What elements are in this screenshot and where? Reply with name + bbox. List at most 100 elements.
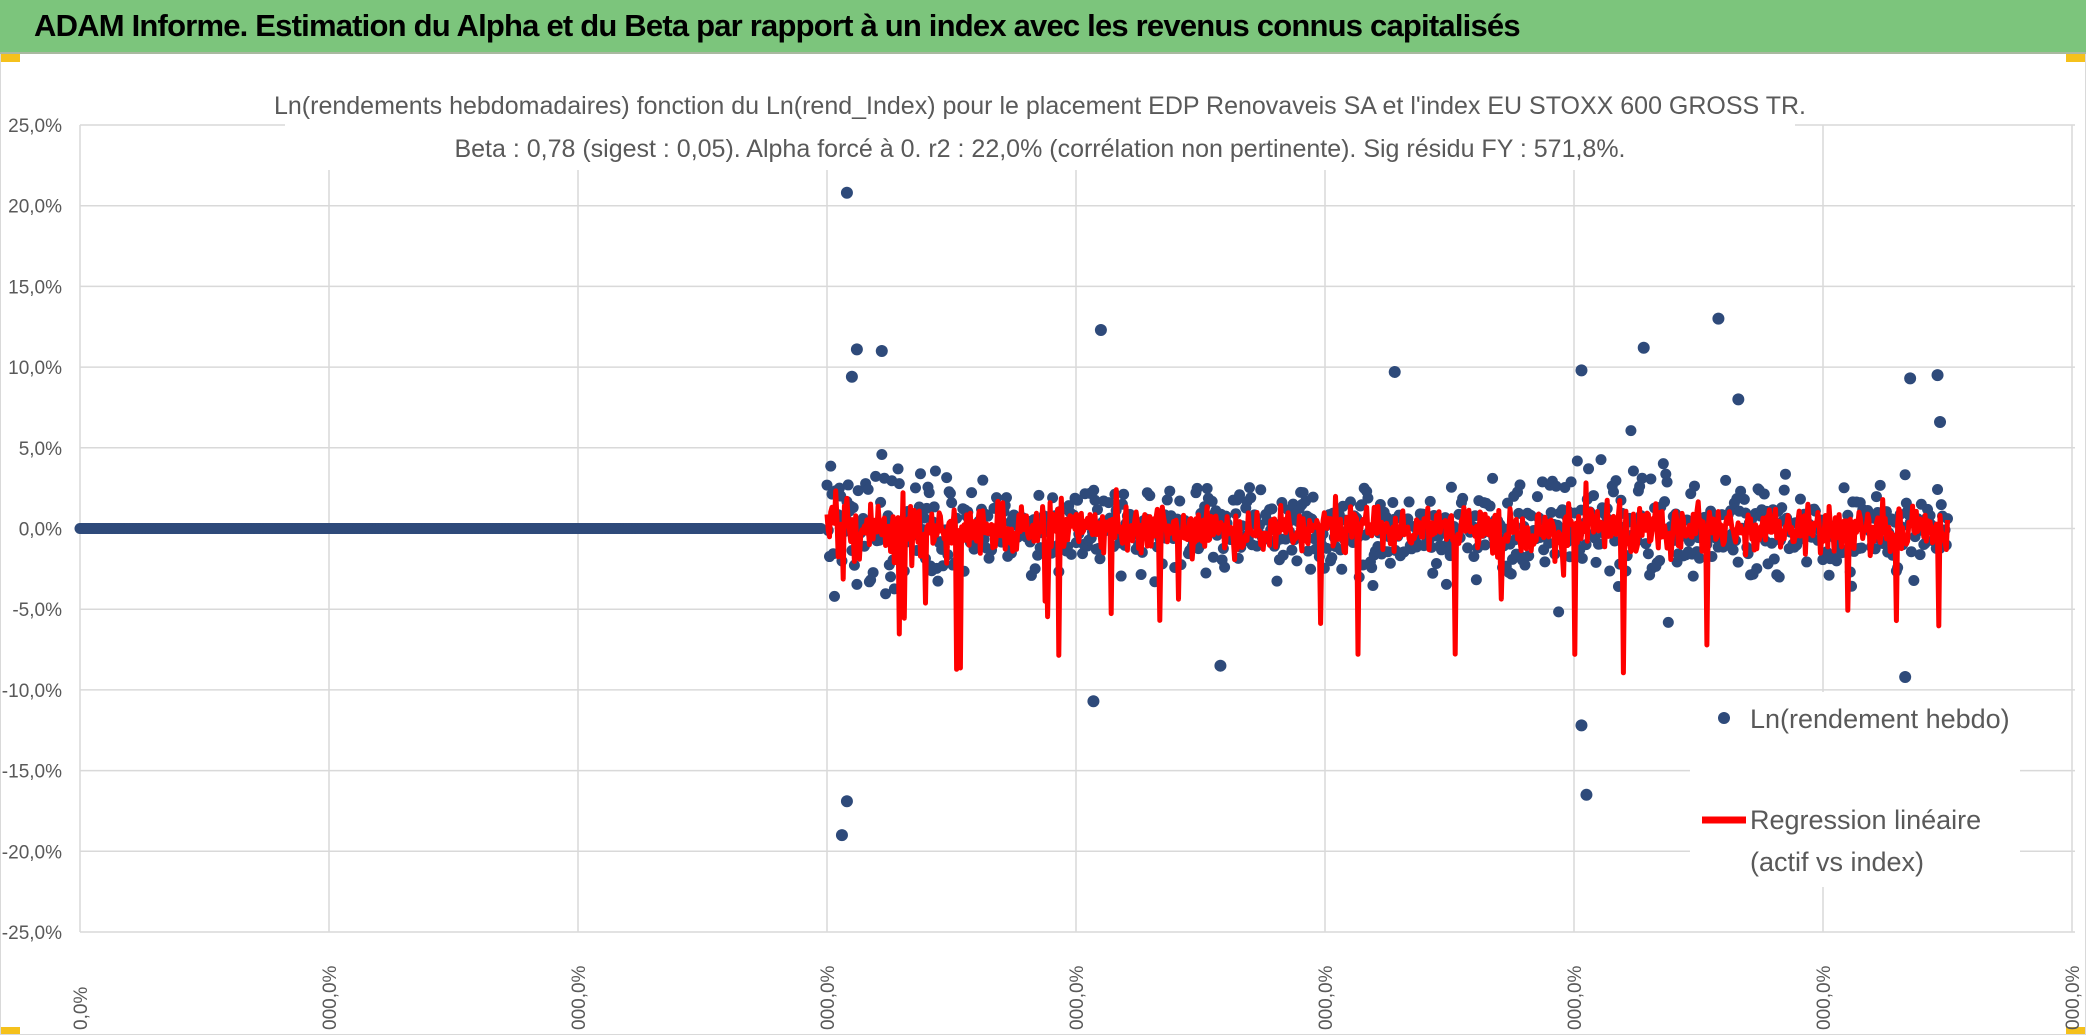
x-tick-label: 000,0% [569,965,590,1030]
scatter-point [1479,539,1491,551]
scatter-point [1931,369,1944,382]
scatter-point [1214,659,1227,672]
scatter-point [1934,415,1947,428]
scatter-point [1575,364,1588,377]
scatter-point [1531,491,1543,503]
scatter-point [870,470,882,482]
scatter-point [892,463,904,475]
scatter-point [1712,312,1725,325]
scatter-point [1636,472,1648,484]
legend-regression-label-line2: (actif vs index) [1750,847,1924,877]
scatter-point [1174,495,1186,507]
scatter-point [1487,472,1499,484]
scatter-point [946,497,958,509]
scatter-point [1553,606,1565,618]
scatter-point [1094,323,1107,336]
scatter-point [909,482,921,494]
scatter-point [1103,497,1115,509]
scatter-point [1874,479,1886,491]
scatter-point [1462,542,1474,554]
scatter-point [1336,563,1348,575]
scatter-point [862,483,874,495]
scatter-point [1087,695,1100,708]
scatter-point [1758,488,1770,500]
regression-series [824,480,1950,676]
scatter-point [873,534,885,546]
scatter-point [1607,486,1619,498]
y-tick-label: -10,0% [2,681,62,702]
x-tick-label: 000,0% [320,965,341,1030]
scatter-point [1362,492,1374,504]
scatter-point [1207,551,1219,563]
scatter-point [1778,484,1790,496]
scatter-point [1545,507,1557,519]
y-tick-label: 0,0% [19,520,62,541]
chart-title-line2: Beta : 0,78 (sigest : 0,05). Alpha forcé… [454,135,1625,163]
scatter-point [1905,546,1917,558]
scatter-point [1732,556,1744,568]
scatter-point [966,487,978,499]
scatter-point [1768,553,1780,565]
scatter-point [875,344,888,357]
scatter-point [1604,565,1616,577]
scatter-point [1291,555,1303,567]
scatter-point [1088,484,1100,496]
legend-backdrop [1690,692,2020,887]
scatter-series [74,186,1953,842]
scatter-point [1367,580,1379,592]
scatter-point [1000,492,1012,504]
x-axis-labels: 0,0% 000,0% 000,0% 000,0% 000,0% 000,0% 000,0%… [71,965,2084,1030]
scatter-point [893,478,905,490]
scatter-point [1144,490,1156,502]
scatter-point [1801,556,1813,568]
y-axis-labels: 25,0% 20,0% 15,0% 10,0% 5,0% 0,0% -5,0% -10,0% -… [2,116,62,944]
scatter-point [1161,494,1173,506]
scatter-point [1595,454,1607,466]
scatter-point [1072,494,1084,506]
scatter-point [944,487,956,499]
scatter-point [1245,492,1257,504]
scatter-point [1935,499,1947,511]
scatter-point [914,468,926,480]
y-tick-label: 10,0% [8,358,62,379]
scatter-point [1135,569,1147,581]
scatter-point [1519,559,1531,571]
scatter-point [1659,496,1671,508]
scatter-point [1732,393,1745,406]
chart-title-line1: Ln(rendements hebdomadaires) fonction du… [274,92,1806,120]
scatter-point [851,578,863,590]
scatter-point [1388,365,1401,378]
scatter-point [1513,507,1525,519]
scatter-point [1234,489,1246,501]
scatter-point [1326,552,1338,564]
scatter-point [1403,496,1415,508]
scatter-point [1543,537,1555,549]
scatter-point [1244,482,1256,494]
scatter-point [1779,468,1791,480]
scatter-point [1094,553,1106,565]
scatter-point [1637,341,1650,354]
x-tick-label: 000,0% [818,965,839,1030]
scatter-point [977,474,989,486]
scatter-point [1823,569,1835,581]
scatter-point [1645,473,1657,485]
scatter-point [1065,548,1077,560]
scatter-point [1720,474,1732,486]
scatter-point [852,485,864,497]
scatter-point [1366,562,1378,574]
scatter-point [1445,481,1457,493]
scatter-point [1776,502,1788,514]
scatter-point [847,502,859,514]
scatter-point [1838,482,1850,494]
scatter-point [1575,719,1588,732]
scatter-point [1576,552,1588,564]
y-tick-label: -25,0% [2,923,62,944]
scatter-point [928,501,940,513]
scatter-point [1266,503,1278,515]
scatter-point [941,472,953,484]
scatter-point [1654,555,1666,567]
scatter-point [842,479,854,491]
scatter-point [821,479,833,491]
right-corner-marker [2066,54,2086,62]
scatter-point [1766,537,1778,549]
